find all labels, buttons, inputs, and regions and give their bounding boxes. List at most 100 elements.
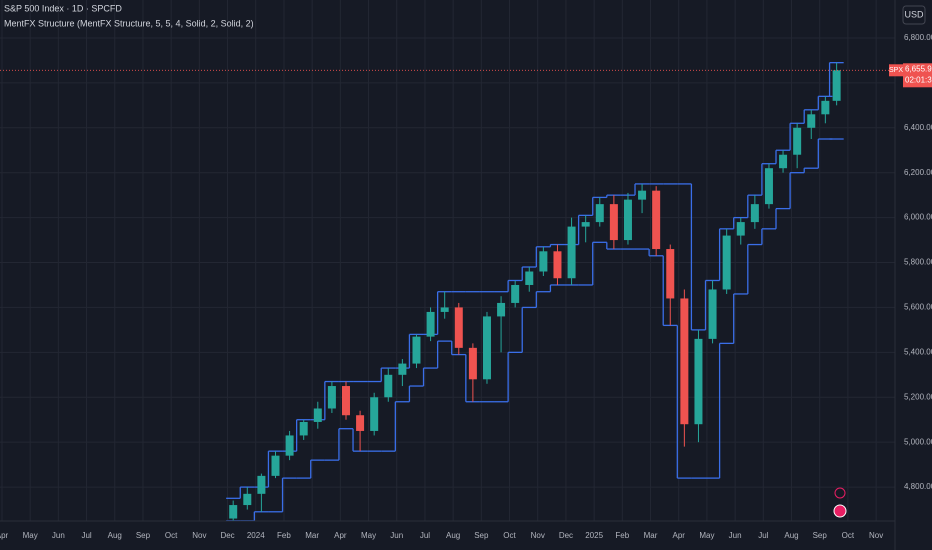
x-tick-label: Feb [615, 531, 629, 540]
candle-body [623, 199, 632, 241]
x-tick-label: Jul [758, 531, 768, 540]
candle-body [440, 307, 449, 312]
candle-body [482, 316, 491, 380]
candle-body [764, 168, 773, 205]
candle-body [638, 190, 647, 200]
x-tick-label: Oct [842, 531, 855, 540]
y-tick-label: 5,800.00 [904, 258, 932, 267]
y-tick-label: 6,000.00 [904, 213, 932, 222]
countdown-label: 02:01:31 [905, 75, 932, 84]
candle-body [609, 204, 618, 241]
candle-body [708, 289, 717, 339]
symbol-label: SPX [889, 67, 903, 74]
x-tick-label: Apr [0, 531, 9, 540]
x-tick-label: Sep [136, 531, 151, 540]
x-tick-label: Oct [503, 531, 516, 540]
x-tick-label: Jun [52, 531, 65, 540]
x-tick-label: Aug [784, 531, 798, 540]
candle-body [271, 455, 280, 476]
y-tick-label: 6,400.00 [904, 123, 932, 132]
candle-body [581, 222, 590, 227]
candle-body [384, 374, 393, 398]
candle-body [567, 226, 576, 279]
x-tick-label: Feb [277, 531, 291, 540]
candle-body [750, 204, 759, 223]
candle-body [832, 70, 841, 101]
x-tick-label: May [699, 531, 714, 540]
candle-body [426, 311, 435, 337]
x-tick-label: Jun [729, 531, 742, 540]
candle-body [356, 415, 365, 431]
grid [0, 0, 895, 521]
x-tick-label: Dec [220, 531, 234, 540]
indicator-label: MentFX Structure (MentFX Structure, 5, 5… [4, 18, 254, 28]
candle-body [370, 397, 379, 431]
currency-label[interactable]: USD [904, 9, 924, 19]
candle-body [722, 235, 731, 290]
candle-body [299, 421, 308, 436]
candle-body [666, 249, 675, 299]
candle-body [680, 298, 689, 425]
symbol-badge [889, 64, 903, 77]
candle-body [807, 114, 816, 128]
candle-body [525, 271, 534, 285]
flag-icon[interactable] [833, 504, 847, 518]
candle-body [468, 347, 477, 380]
y-tick-label: 5,600.00 [904, 303, 932, 312]
x-tick-label: May [23, 531, 38, 540]
candle-body [793, 127, 802, 155]
x-tick-label: Apr [334, 531, 347, 540]
candle-body [243, 493, 252, 506]
x-tick-label: Mar [644, 531, 658, 540]
plot-area [0, 62, 895, 521]
y-tick-label: 5,000.00 [904, 437, 932, 446]
candle-body [341, 386, 350, 416]
x-tick-label: Apr [672, 531, 685, 540]
last-price-label: 6,655.99 [905, 64, 932, 73]
candle-body [454, 307, 463, 348]
event-icon[interactable] [834, 487, 846, 499]
chart-title: S&P 500 Index · 1D · SPCFD [4, 3, 122, 13]
currency-button[interactable] [902, 5, 926, 25]
x-tick-label: May [361, 531, 376, 540]
x-tick-label: Nov [869, 531, 883, 540]
candle-body [779, 154, 788, 169]
candle-body [229, 505, 238, 519]
x-tick-label: Sep [813, 531, 828, 540]
candle-body [736, 222, 745, 236]
y-tick-label: 6,800.00 [904, 33, 932, 42]
x-tick-label: Mar [305, 531, 319, 540]
x-tick-label: Aug [108, 531, 122, 540]
candle-body [595, 204, 604, 223]
candle-body [652, 190, 661, 250]
candle-body [412, 336, 421, 364]
candle-body [257, 475, 266, 494]
x-tick-label: Jul [420, 531, 430, 540]
y-tick-label: 5,200.00 [904, 392, 932, 401]
x-tick-label: Jul [81, 531, 91, 540]
price-badge [903, 63, 932, 88]
candle-body [694, 338, 703, 425]
candle-body [821, 100, 830, 115]
x-tick-label: Aug [446, 531, 460, 540]
candle-body [553, 251, 562, 279]
x-tick-label: Jun [390, 531, 403, 540]
y-tick-label: 5,400.00 [904, 347, 932, 356]
candle-body [511, 284, 520, 303]
x-tick-label: Dec [559, 531, 573, 540]
x-tick-label: Oct [165, 531, 178, 540]
x-tick-label: Nov [192, 531, 206, 540]
candle-body [497, 302, 506, 317]
x-tick-label: Sep [474, 531, 489, 540]
candle-body [398, 363, 407, 375]
axes: 4,800.00 5,000.00 5,200.00 5,400.00 5,600.00… [0, 33, 932, 540]
candle-body [285, 435, 294, 456]
x-tick-label: 2025 [585, 531, 603, 540]
y-tick-label: 4,800.00 [904, 482, 932, 491]
x-tick-label: Nov [531, 531, 545, 540]
candle-body [313, 408, 322, 422]
candle-body [327, 386, 336, 409]
candle-body [539, 251, 548, 272]
